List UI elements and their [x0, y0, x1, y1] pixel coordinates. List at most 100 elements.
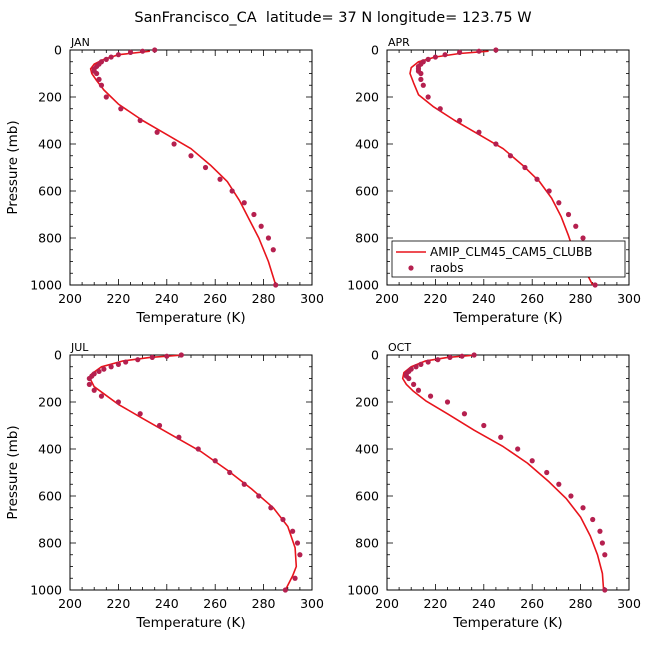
- raobs-point: [195, 446, 201, 452]
- x-tick-label: 300: [617, 291, 641, 306]
- raobs-point: [507, 153, 514, 159]
- y-tick-label: 0: [371, 348, 379, 363]
- panel-jul: 200 220 240 260 280 300 0 200 400 600 800 1000 JUL Te…: [5, 341, 324, 631]
- y-tick-label: 200: [38, 395, 62, 410]
- raobs-point: [522, 164, 528, 171]
- y-tick-label: 400: [355, 442, 379, 457]
- raobs-point: [241, 481, 247, 487]
- raobs-point: [406, 375, 412, 382]
- raobs-point: [418, 70, 424, 77]
- y-tick-label: 400: [38, 442, 62, 457]
- x-tick-label: 260: [520, 291, 544, 306]
- legend-obs-swatch: [408, 265, 414, 271]
- x-tick-label: 220: [106, 291, 130, 306]
- raobs-point: [534, 176, 540, 182]
- raobs-point: [280, 516, 286, 523]
- y-tick-label: 600: [38, 489, 62, 504]
- y-tick-label: 1000: [347, 278, 379, 293]
- y-tick-label: 0: [371, 43, 379, 58]
- raobs-point: [270, 247, 276, 253]
- raobs-point: [476, 129, 482, 135]
- y-tick-label: 200: [355, 90, 379, 105]
- raobs-point: [432, 54, 438, 60]
- raobs-point: [459, 353, 465, 359]
- raobs-point: [137, 411, 143, 417]
- y-tick-label: 1000: [30, 583, 62, 598]
- raobs-point: [602, 552, 608, 558]
- y-tick-label: 1000: [347, 583, 379, 598]
- raobs-point: [118, 106, 124, 112]
- x-tick-label: 220: [423, 291, 447, 306]
- x-tick-label: 200: [375, 291, 399, 306]
- y-tick-label: 1000: [30, 278, 62, 293]
- raobs-point: [292, 575, 298, 581]
- y-tick-label: 400: [355, 137, 379, 152]
- panel-jan: 200 220 240 260 280 300 0 200 400 600 800 1000 JAN Te…: [5, 36, 324, 326]
- raobs-point: [556, 481, 562, 487]
- figure-title: SanFrancisco_CA latitude= 37 N longitude…: [134, 10, 531, 26]
- x-tick-label: 240: [155, 291, 179, 306]
- x-tick-label: 200: [375, 596, 399, 611]
- raobs-point: [268, 505, 274, 511]
- raobs-point: [461, 411, 468, 417]
- raobs-point: [91, 387, 97, 393]
- raobs-point: [229, 188, 235, 194]
- raobs-point: [599, 540, 605, 546]
- raobs-point: [96, 76, 102, 82]
- raobs-point: [98, 393, 105, 399]
- x-tick-label: 300: [300, 291, 324, 306]
- model-profile-line: [89, 354, 298, 591]
- raobs-point: [108, 364, 114, 370]
- raobs-point: [202, 164, 209, 171]
- x-tick-label: 220: [423, 596, 447, 611]
- legend-model-label: AMIP_CLM45_CAM5_CLUBB: [430, 245, 592, 259]
- raobs-point: [171, 141, 177, 147]
- y-axis-label: Pressure (mb): [5, 120, 21, 214]
- raobs-point: [602, 587, 608, 593]
- panel-label: APR: [388, 36, 410, 49]
- raobs-point: [493, 47, 499, 53]
- raobs-point: [565, 211, 572, 218]
- raobs-point: [437, 106, 443, 112]
- raobs-point: [481, 422, 487, 429]
- x-tick-label: 300: [300, 596, 324, 611]
- raobs-point: [444, 399, 451, 405]
- panel-oct: 200 220 240 260 280 300 0 200 400 600 800 1000 OCT Te…: [347, 341, 641, 631]
- raobs-point: [573, 223, 579, 229]
- raobs-point: [529, 458, 535, 464]
- raobs-point: [476, 48, 482, 54]
- x-tick-label: 240: [155, 596, 179, 611]
- raobs-point: [546, 188, 552, 194]
- raobs-point: [415, 387, 422, 393]
- raobs-point: [493, 141, 499, 147]
- raobs-point: [98, 82, 105, 88]
- raobs-point: [152, 47, 158, 53]
- raobs-point: [265, 235, 272, 241]
- raobs-point: [94, 70, 100, 77]
- raobs-point: [108, 54, 114, 60]
- raobs-point: [241, 200, 247, 206]
- raobs-point: [164, 353, 170, 359]
- x-tick-label: 300: [617, 596, 641, 611]
- panels: 200 220 240 260 280 300 0 200 400 600 800 1000 JAN Te…: [5, 36, 641, 631]
- raobs-point: [413, 364, 419, 370]
- raobs-point: [101, 366, 107, 372]
- x-tick-label: 240: [472, 291, 496, 306]
- raobs-point: [435, 357, 441, 363]
- plot-frame: [69, 354, 313, 591]
- raobs-point: [590, 516, 596, 523]
- raobs-point: [176, 434, 182, 440]
- y-axis-label: Pressure (mb): [5, 425, 21, 519]
- raobs-point: [580, 235, 586, 241]
- raobs-point: [258, 223, 264, 229]
- raobs-point: [294, 540, 301, 546]
- raobs-point: [457, 49, 463, 55]
- y-tick-label: 600: [38, 184, 62, 199]
- x-tick-label: 200: [58, 596, 82, 611]
- panel-label: JAN: [70, 36, 90, 49]
- y-tick-label: 800: [38, 536, 62, 551]
- raobs-point: [127, 49, 134, 55]
- raobs-point: [418, 361, 424, 367]
- x-tick-label: 260: [203, 291, 227, 306]
